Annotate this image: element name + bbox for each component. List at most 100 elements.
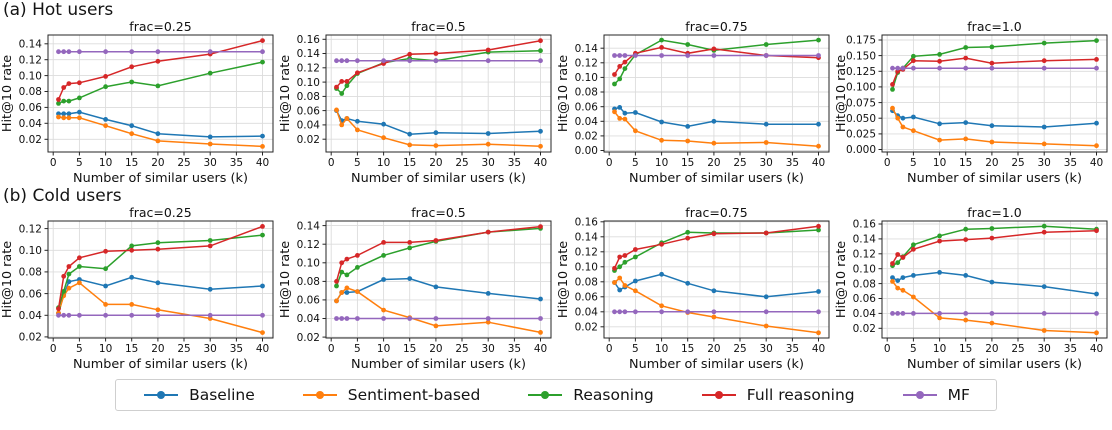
svg-text:0.12: 0.12 bbox=[19, 223, 42, 235]
svg-text:0.04: 0.04 bbox=[297, 120, 321, 132]
svg-text:5: 5 bbox=[910, 157, 917, 169]
svg-text:0.02: 0.02 bbox=[19, 134, 42, 146]
svg-text:35: 35 bbox=[786, 157, 799, 169]
section-b-label: (b) Cold users bbox=[3, 186, 122, 206]
series-baseline bbox=[612, 271, 821, 300]
svg-text:10: 10 bbox=[655, 343, 668, 355]
series-reasoning bbox=[56, 59, 265, 106]
svg-text:0.12: 0.12 bbox=[575, 58, 598, 70]
svg-text:0: 0 bbox=[606, 343, 613, 355]
svg-text:0.12: 0.12 bbox=[297, 63, 320, 75]
svg-text:0.175: 0.175 bbox=[846, 35, 876, 47]
svg-text:20: 20 bbox=[429, 343, 442, 355]
series-baseline bbox=[334, 276, 543, 304]
svg-text:20: 20 bbox=[707, 343, 720, 355]
chart-hot-users-frac-0-25: 0 5 10 15 20 25 30 35 40 0.02 0.04 0.06 0.08 0.10 0.12… bbox=[0, 19, 274, 186]
series-sentiment-based bbox=[334, 285, 543, 335]
series-mf bbox=[334, 316, 543, 321]
chart-cell-cold-frac-025: 0 5 10 15 20 25 30 35 40 0.02 0.04 0.06 0.08 0.10 0.12… bbox=[0, 205, 278, 372]
series-baseline bbox=[56, 109, 265, 140]
svg-text:0: 0 bbox=[884, 343, 891, 355]
chart-hot-users-frac-1-0: 0 5 10 15 20 25 30 35 40 0.000 0.025 0.050 0.075 0.10… bbox=[834, 19, 1108, 186]
svg-text:0: 0 bbox=[884, 157, 891, 169]
svg-text:0: 0 bbox=[328, 343, 335, 355]
chart-cell-cold-frac-05: 0 5 10 15 20 25 30 35 40 0.02 0.04 0.06 0.08 0.10 0.12… bbox=[278, 205, 556, 372]
svg-text:0.10: 0.10 bbox=[19, 70, 42, 82]
series-sentiment-based bbox=[334, 107, 543, 149]
svg-text:15: 15 bbox=[403, 157, 416, 169]
svg-text:0.06: 0.06 bbox=[575, 101, 599, 113]
chart-cell-cold-frac-10: 0 5 10 15 20 25 30 35 40 0.02 0.04 0.06 0.08 0.10 0.12… bbox=[834, 205, 1112, 372]
legend-item-reasoning: Reasoning bbox=[526, 386, 654, 404]
svg-text:0.06: 0.06 bbox=[575, 292, 599, 304]
chart-hot-users-frac-0-5: 0 5 10 15 20 25 30 35 40 0.02 0.04 0.06 0.08 0.10 0.12… bbox=[278, 19, 552, 186]
legend-label-full-reasoning: Full reasoning bbox=[746, 386, 855, 404]
series-sentiment-based bbox=[890, 105, 1099, 149]
svg-text:0.14: 0.14 bbox=[575, 43, 599, 55]
series-sentiment-based bbox=[890, 279, 1099, 336]
svg-text:40: 40 bbox=[812, 343, 825, 355]
series-mf bbox=[612, 309, 821, 315]
svg-text:0.08: 0.08 bbox=[853, 278, 876, 290]
series-full-reasoning bbox=[56, 38, 265, 102]
svg-text:0.100: 0.100 bbox=[846, 82, 876, 94]
svg-text:0: 0 bbox=[328, 157, 335, 169]
svg-text:0.12: 0.12 bbox=[853, 249, 876, 261]
chart-hot-users-frac-0-75: 0 5 10 15 20 25 30 35 40 0.00 0.02 0.04 0.06 0.08 0.10… bbox=[556, 19, 830, 186]
series-baseline bbox=[890, 270, 1099, 297]
series-sentiment-based bbox=[56, 114, 265, 149]
chart-cell-hot-frac-05: 0 5 10 15 20 25 30 35 40 0.02 0.04 0.06 0.08 0.10 0.12… bbox=[278, 19, 556, 186]
svg-text:35: 35 bbox=[230, 157, 243, 169]
series-baseline bbox=[56, 274, 265, 316]
svg-text:0.050: 0.050 bbox=[846, 113, 876, 125]
reasoning-line-marker-icon bbox=[528, 391, 563, 399]
svg-text:10: 10 bbox=[933, 157, 946, 169]
svg-text:0.12: 0.12 bbox=[297, 239, 320, 251]
legend: Baseline Sentiment-based Reasoning Full … bbox=[115, 379, 997, 411]
svg-text:40: 40 bbox=[256, 343, 269, 355]
svg-text:0.06: 0.06 bbox=[297, 295, 321, 307]
svg-text:25: 25 bbox=[1011, 157, 1024, 169]
svg-text:0.10: 0.10 bbox=[297, 77, 320, 89]
chart-title: frac=0.75 bbox=[685, 206, 747, 220]
svg-text:20: 20 bbox=[151, 157, 164, 169]
svg-text:10: 10 bbox=[99, 343, 112, 355]
series-reasoning bbox=[334, 48, 543, 96]
series-reasoning bbox=[612, 37, 821, 87]
series-reasoning bbox=[890, 38, 1099, 92]
svg-text:10: 10 bbox=[99, 157, 112, 169]
legend-item-mf: MF bbox=[901, 386, 970, 404]
svg-text:0.08: 0.08 bbox=[297, 91, 320, 103]
svg-text:10: 10 bbox=[377, 343, 390, 355]
svg-text:40: 40 bbox=[1090, 343, 1103, 355]
svg-text:25: 25 bbox=[733, 157, 746, 169]
svg-text:0.04: 0.04 bbox=[853, 308, 877, 320]
svg-text:0.06: 0.06 bbox=[853, 293, 877, 305]
chart-title: frac=1.0 bbox=[967, 206, 1021, 220]
svg-text:0.08: 0.08 bbox=[19, 267, 42, 279]
svg-text:15: 15 bbox=[681, 343, 694, 355]
svg-text:25: 25 bbox=[455, 343, 468, 355]
x-axis-label: Number of similar users (k) bbox=[907, 357, 1082, 372]
svg-text:20: 20 bbox=[151, 343, 164, 355]
x-axis-label: Number of similar users (k) bbox=[73, 357, 248, 372]
legend-wrap: Baseline Sentiment-based Reasoning Full … bbox=[0, 379, 1112, 411]
svg-text:0.10: 0.10 bbox=[575, 262, 598, 274]
svg-text:40: 40 bbox=[1090, 157, 1103, 169]
series-mf bbox=[612, 53, 821, 58]
svg-text:30: 30 bbox=[482, 157, 495, 169]
svg-text:15: 15 bbox=[959, 343, 972, 355]
svg-text:0.02: 0.02 bbox=[19, 332, 42, 344]
series-reasoning bbox=[334, 226, 543, 289]
series-mf bbox=[56, 49, 265, 55]
y-axis-label: Hit@10 rate bbox=[278, 55, 293, 132]
x-axis-label: Number of similar users (k) bbox=[73, 171, 248, 186]
svg-text:5: 5 bbox=[632, 157, 639, 169]
svg-text:5: 5 bbox=[910, 343, 917, 355]
svg-text:0.02: 0.02 bbox=[575, 131, 598, 143]
chart-cold-users-frac-0-5: 0 5 10 15 20 25 30 35 40 0.02 0.04 0.06 0.08 0.10 0.12… bbox=[278, 205, 552, 372]
svg-text:0.14: 0.14 bbox=[297, 48, 321, 60]
svg-text:0.04: 0.04 bbox=[297, 313, 321, 325]
series-mf bbox=[890, 311, 1099, 316]
